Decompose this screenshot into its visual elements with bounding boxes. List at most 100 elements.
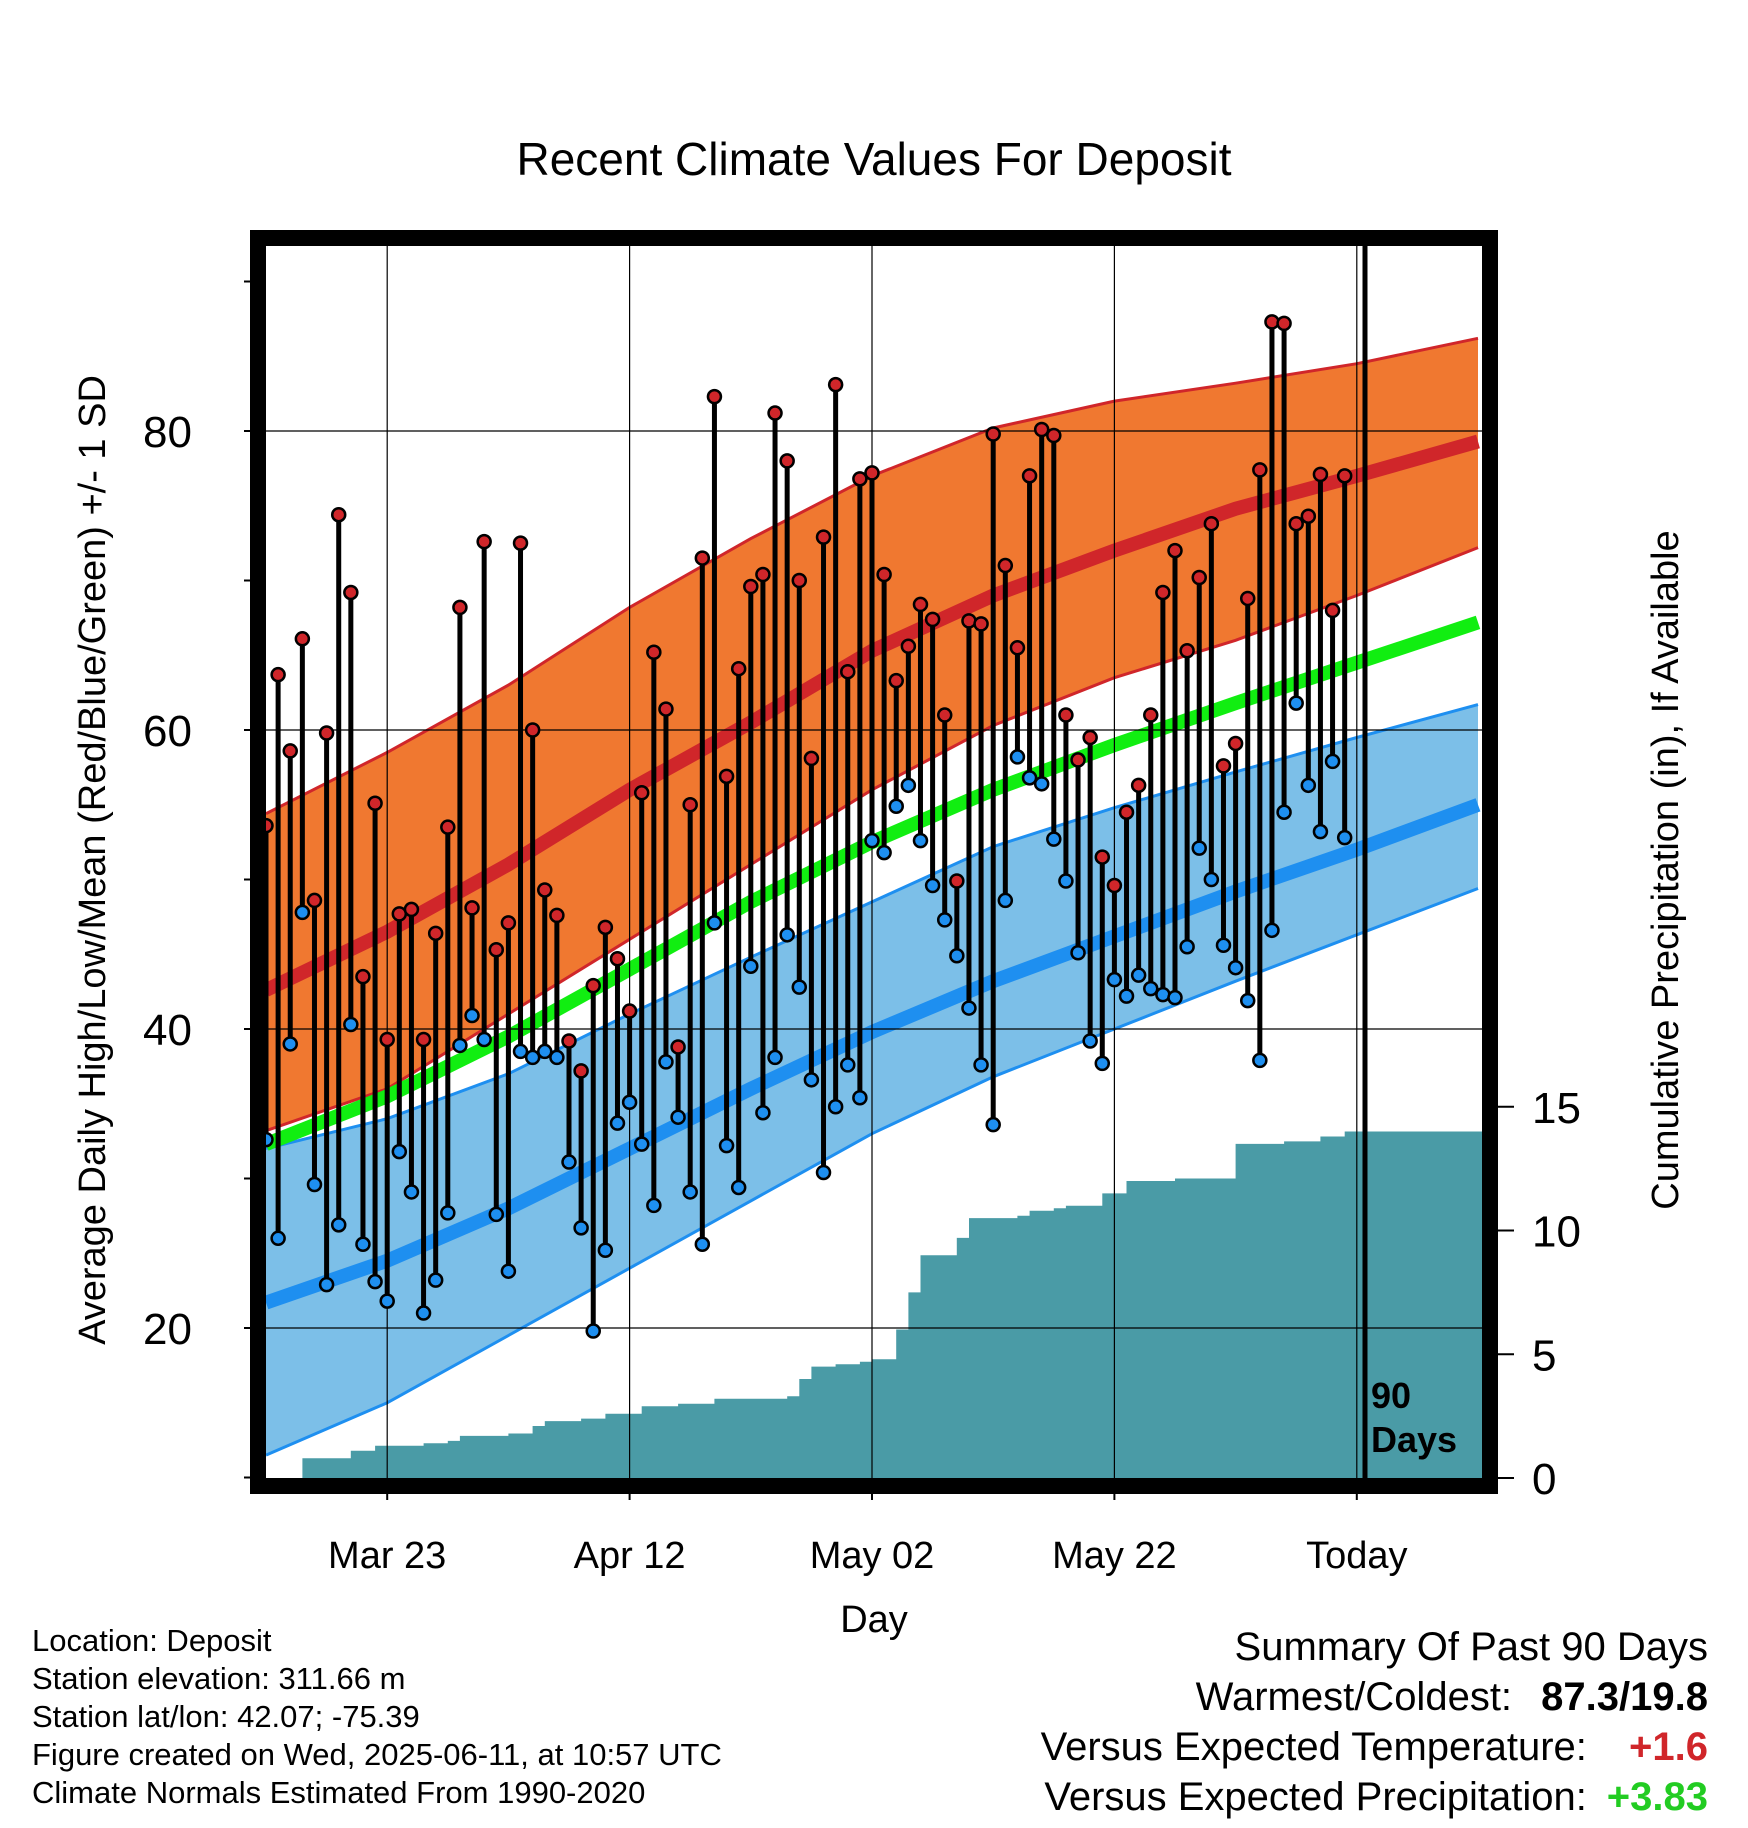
chart-title: Recent Climate Values For Deposit (517, 133, 1232, 185)
daily-low-point (827, 1098, 844, 1115)
daily-low-point (488, 1206, 505, 1223)
daily-low-point (1046, 831, 1062, 847)
daily-high-point (779, 453, 795, 469)
daily-high-point (427, 925, 444, 942)
daily-high-point (367, 795, 383, 812)
daily-high-point (561, 1033, 577, 1049)
daily-low-point (464, 1007, 480, 1024)
y2-tick-label: 10 (1532, 1208, 1581, 1257)
daily-high-point (440, 819, 456, 835)
warmest-label: Warmest/Coldest: (1195, 1675, 1513, 1719)
daily-low-point (888, 798, 904, 814)
gridlines (266, 246, 1482, 1478)
daily-low-point (1336, 829, 1353, 846)
y-tick-label: 20 (143, 1305, 192, 1354)
daily-low-point (694, 1236, 711, 1253)
warmest-value: 87.3/19.8 (1541, 1675, 1708, 1719)
daily-high-point (1227, 735, 1244, 752)
daily-high-point (912, 596, 929, 613)
summary-warmest-row: Warmest/Coldest: 87.3/19.8 (1041, 1672, 1708, 1722)
daily-high-point (524, 722, 541, 738)
daily-high-point (633, 785, 650, 801)
daily-high-point (512, 535, 529, 551)
daily-low-point (1070, 945, 1086, 961)
daily-low-point (1203, 871, 1220, 888)
daily-low-point (924, 877, 941, 894)
daily-high-point (1215, 758, 1232, 774)
daily-high-point (1094, 849, 1111, 865)
daily-high-point (488, 942, 505, 958)
daily-low-point (282, 1036, 298, 1052)
daily-high-point (343, 584, 359, 601)
daily-low-point (1021, 770, 1038, 786)
y-tick-label: 40 (143, 1006, 192, 1055)
daily-high-point (1312, 466, 1329, 483)
daily-low-point (633, 1136, 650, 1152)
daily-low-point (730, 1179, 747, 1196)
daily-high-point (597, 919, 614, 936)
daily-low-point (900, 777, 917, 794)
daily-low-point (1106, 971, 1123, 988)
daily-high-point (997, 557, 1014, 574)
daily-high-point (1239, 590, 1256, 607)
daily-high-point (840, 663, 856, 680)
daily-high-point (864, 465, 880, 481)
daily-low-point (1239, 992, 1256, 1009)
daily-high-point (549, 907, 565, 924)
daily-low-point (391, 1143, 408, 1160)
daily-high-point (718, 768, 735, 785)
y2-axis-label: Cumulative Precipitation (in), If Availa… (1645, 530, 1687, 1209)
y2-tick-label: 15 (1532, 1084, 1581, 1133)
daily-low-point (343, 1016, 359, 1033)
daily-low-point (779, 927, 795, 943)
y2-tick-label: 5 (1532, 1331, 1556, 1380)
daily-low-point (379, 1293, 395, 1309)
daily-low-point (330, 1217, 347, 1233)
daily-high-point (743, 578, 759, 595)
temp-value: +1.6 (1629, 1725, 1708, 1769)
y-tick-label: 60 (143, 707, 192, 756)
daily-low-point (1324, 753, 1341, 770)
daily-high-point (670, 1039, 686, 1055)
daily-high-point (1070, 752, 1086, 768)
daily-low-point (1300, 777, 1317, 794)
daily-high-point (706, 388, 723, 405)
daily-high-point (306, 892, 323, 909)
precip-label: Versus Expected Precipitation: (1044, 1775, 1587, 1819)
daily-high-point (827, 376, 844, 393)
daily-low-point (973, 1057, 989, 1073)
daily-low-point (440, 1205, 456, 1221)
today-label-count: 90 (1371, 1375, 1411, 1416)
daily-high-point (294, 631, 311, 647)
daily-high-point (609, 950, 626, 967)
daily-high-point (379, 1031, 395, 1048)
daily-high-point (476, 533, 492, 550)
daily-low-point (266, 1131, 274, 1148)
daily-high-point (1300, 508, 1317, 524)
daily-high-point (1082, 729, 1098, 746)
daily-low-point (609, 1115, 626, 1131)
daily-low-point (1179, 939, 1195, 955)
station-info: Location: Deposit Station elevation: 311… (32, 1622, 722, 1812)
daily-high-point (876, 566, 892, 583)
y-tick-label: 80 (143, 408, 192, 457)
daily-high-point (985, 426, 1001, 442)
daily-low-point (415, 1305, 432, 1321)
daily-high-point (585, 977, 601, 994)
daily-low-point (876, 844, 892, 861)
daily-low-point (852, 1090, 868, 1106)
daily-low-point (1227, 959, 1244, 976)
precip-value: +3.83 (1606, 1775, 1708, 1819)
daily-low-point (561, 1154, 577, 1170)
daily-high-point (403, 901, 420, 918)
daily-low-point (585, 1323, 601, 1339)
daily-high-point (1167, 542, 1183, 559)
x-tick-label: Today (1306, 1535, 1407, 1577)
daily-low-point (1143, 980, 1159, 997)
summary-panel: Summary Of Past 90 Days Warmest/Coldest:… (1041, 1622, 1708, 1822)
daily-low-point (864, 832, 880, 849)
daily-low-point (718, 1137, 735, 1154)
daily-high-point (537, 882, 553, 898)
daily-low-point (1312, 823, 1329, 840)
